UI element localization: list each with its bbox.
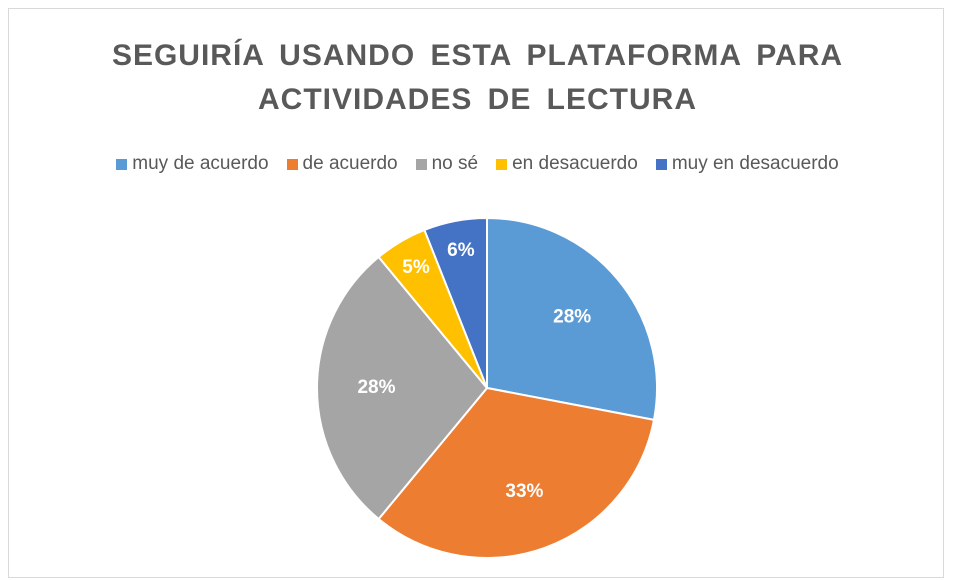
chart-frame <box>8 8 944 578</box>
pie-slice <box>423 216 488 389</box>
legend-item: en desacuerdo <box>496 153 638 175</box>
data-label: 28% <box>357 377 395 398</box>
data-label: 33% <box>505 481 543 502</box>
chart-title: SEGUIRÍA USANDO ESTA PLATAFORMA PARA ACT… <box>111 39 844 116</box>
legend-label: muy en desacuerdo <box>671 153 839 174</box>
legend-label: en desacuerdo <box>512 153 638 174</box>
legend-swatch <box>415 158 427 170</box>
legend-item: muy en desacuerdo <box>655 153 839 175</box>
legend-swatch <box>655 158 667 170</box>
legend: muy de acuerdo de acuerdo no sé en desacuer… <box>0 153 955 175</box>
legend-item: no sé <box>415 153 479 175</box>
pie-slice <box>316 255 489 521</box>
pie-slice <box>486 216 658 422</box>
legend-label: muy de acuerdo <box>132 153 269 174</box>
legend-item: muy de acuerdo <box>116 153 269 175</box>
legend-swatch <box>286 158 298 170</box>
legend-swatch <box>116 158 128 170</box>
legend-swatch <box>496 158 508 170</box>
data-label: 28% <box>553 307 591 328</box>
data-label: 5% <box>402 257 430 278</box>
data-label: 6% <box>447 240 475 261</box>
legend-item: de acuerdo <box>286 153 398 175</box>
pie-slice <box>377 386 656 559</box>
legend-label: no sé <box>431 153 479 174</box>
legend-label: de acuerdo <box>302 153 398 174</box>
